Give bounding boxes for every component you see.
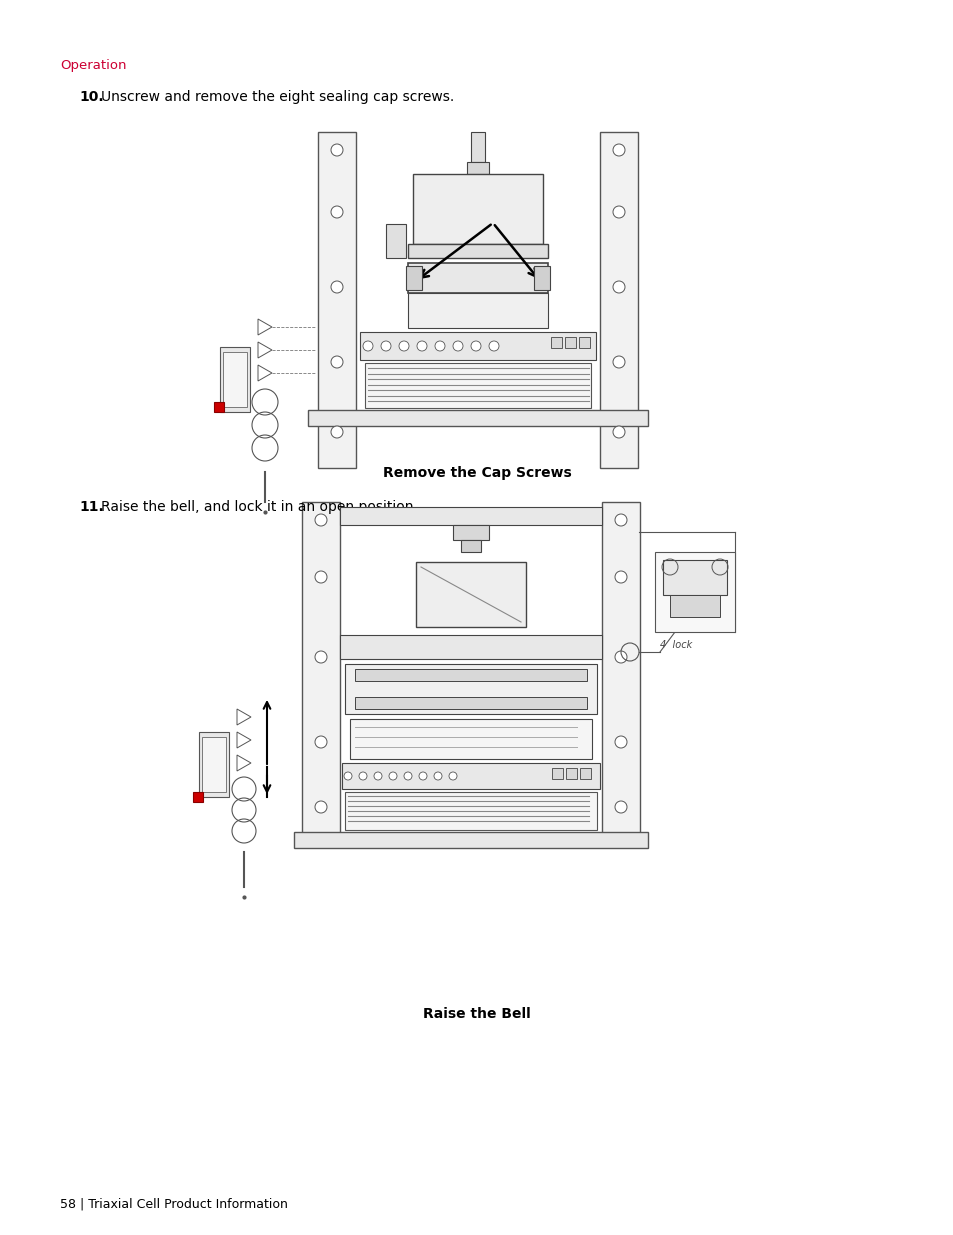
Circle shape (418, 772, 427, 781)
Bar (220, 347, 250, 412)
Circle shape (416, 341, 427, 351)
Bar (460, 540, 480, 552)
Bar (662, 559, 726, 595)
Text: Raise the Bell: Raise the Bell (423, 1007, 530, 1020)
Circle shape (613, 144, 624, 156)
Circle shape (434, 772, 441, 781)
Bar (355, 697, 586, 709)
Circle shape (453, 341, 462, 351)
Bar (365, 363, 590, 408)
Text: Operation: Operation (60, 59, 127, 73)
Bar (339, 508, 601, 525)
Bar (408, 263, 547, 293)
Bar (294, 832, 647, 848)
Text: 10.: 10. (79, 90, 104, 104)
Circle shape (344, 772, 352, 781)
Circle shape (615, 651, 626, 663)
Circle shape (449, 772, 456, 781)
Bar (579, 768, 590, 779)
Circle shape (615, 514, 626, 526)
Bar (534, 266, 550, 290)
Bar (345, 664, 597, 714)
Bar (578, 337, 589, 348)
Bar (599, 132, 638, 468)
Text: 4  lock: 4 lock (659, 640, 692, 650)
Circle shape (615, 571, 626, 583)
Circle shape (615, 802, 626, 813)
Circle shape (380, 341, 391, 351)
Bar (386, 224, 406, 258)
Bar (339, 635, 601, 659)
Circle shape (331, 356, 343, 368)
Bar (406, 266, 421, 290)
Bar (565, 768, 577, 779)
Circle shape (403, 772, 412, 781)
Bar (193, 792, 203, 802)
Text: 11.: 11. (79, 500, 104, 514)
Bar (341, 763, 599, 789)
Circle shape (374, 772, 381, 781)
Bar (350, 719, 592, 760)
Bar (202, 737, 226, 792)
Circle shape (314, 651, 327, 663)
Bar (355, 669, 586, 680)
Bar (551, 337, 561, 348)
Bar (213, 403, 224, 412)
Bar (359, 332, 596, 359)
Bar (655, 552, 734, 632)
Bar (308, 410, 647, 426)
Circle shape (389, 772, 396, 781)
Text: Unscrew and remove the eight sealing cap screws.: Unscrew and remove the eight sealing cap… (101, 90, 454, 104)
Circle shape (613, 426, 624, 438)
Circle shape (314, 514, 327, 526)
Circle shape (613, 206, 624, 219)
Circle shape (613, 282, 624, 293)
Circle shape (398, 341, 409, 351)
Circle shape (314, 736, 327, 748)
Text: Remove the Cap Screws: Remove the Cap Screws (382, 466, 571, 479)
Bar (467, 162, 489, 174)
Circle shape (471, 341, 480, 351)
Bar (317, 132, 355, 468)
Bar (601, 501, 639, 845)
Bar (564, 337, 576, 348)
Bar (408, 245, 547, 258)
Circle shape (314, 571, 327, 583)
Bar (345, 792, 597, 830)
Circle shape (358, 772, 367, 781)
Circle shape (331, 144, 343, 156)
Bar (223, 352, 247, 408)
Text: Raise the bell, and lock it in an open position.: Raise the bell, and lock it in an open p… (101, 500, 417, 514)
Bar (413, 174, 542, 245)
Circle shape (489, 341, 498, 351)
Circle shape (363, 341, 373, 351)
Bar (408, 293, 547, 329)
Bar (552, 768, 562, 779)
Circle shape (331, 426, 343, 438)
Circle shape (615, 736, 626, 748)
Circle shape (314, 802, 327, 813)
Circle shape (613, 356, 624, 368)
Bar (669, 595, 720, 618)
Circle shape (331, 282, 343, 293)
Bar (416, 562, 525, 627)
Text: 58 | Triaxial Cell Product Information: 58 | Triaxial Cell Product Information (60, 1197, 288, 1210)
Bar (471, 132, 484, 162)
Bar (302, 501, 339, 845)
Circle shape (331, 206, 343, 219)
Bar (199, 732, 229, 797)
Bar (453, 525, 489, 540)
Circle shape (435, 341, 444, 351)
